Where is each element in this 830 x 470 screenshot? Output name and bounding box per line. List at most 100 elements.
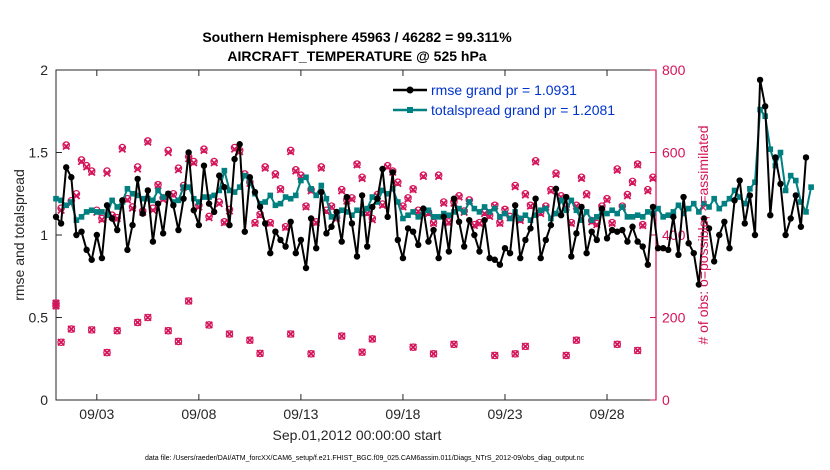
obs-possible-marker	[118, 143, 127, 152]
totalspread-point	[160, 194, 166, 200]
rmse-point	[73, 231, 80, 239]
y2-tick-label: 600	[662, 145, 686, 161]
obs-assimilated-marker	[123, 196, 132, 204]
obs-possible-marker	[302, 202, 310, 210]
obs-assimilated-marker	[368, 335, 377, 343]
rmse-point	[216, 172, 223, 179]
totalspread-point	[747, 186, 753, 192]
obs-assimilated-marker	[144, 313, 152, 322]
obs-possible-marker	[628, 177, 637, 186]
obs-assimilated-marker	[608, 219, 616, 228]
y-axis-left-label: rmse and totalspread	[11, 169, 27, 301]
totalspread-point	[665, 212, 672, 218]
totalspread-point	[180, 184, 187, 190]
obs-assimilated-marker	[286, 330, 295, 338]
totalspread-point	[675, 202, 682, 209]
totalspread-point	[267, 192, 274, 199]
obs-assimilated-marker	[577, 174, 586, 183]
totalspread-point	[185, 184, 192, 190]
obs-possible-marker	[358, 173, 366, 182]
obs-possible-marker	[577, 173, 586, 182]
totalspread-point	[594, 214, 600, 220]
obs-assimilated-marker	[205, 321, 213, 329]
obs-assimilated-marker	[184, 297, 193, 305]
rmse-point	[598, 205, 606, 212]
totalspread-point	[721, 200, 728, 207]
rmse-point	[369, 203, 376, 211]
obs-possible-marker	[205, 212, 213, 221]
rmse-point	[557, 212, 565, 219]
totalspread-point	[287, 195, 294, 202]
rmse-point	[231, 155, 238, 163]
rmse-point	[93, 231, 101, 239]
x-axis-label: Sep.01,2012 00:00:00 start	[273, 427, 442, 443]
totalspread-point	[701, 200, 707, 207]
rmse-point	[491, 256, 498, 263]
rmse-point	[670, 213, 677, 221]
obs-possible-marker	[205, 321, 213, 329]
y2-tick-label: 400	[662, 227, 686, 243]
obs-assimilated-marker	[490, 351, 499, 360]
totalspread-point	[124, 186, 131, 192]
rmse-point	[394, 236, 402, 244]
obs-assimilated-marker	[633, 161, 642, 169]
obs-assimilated-marker	[230, 145, 239, 154]
obs-assimilated-marker	[281, 223, 290, 232]
totalspread-point	[139, 195, 146, 202]
totalspread-point	[349, 212, 355, 218]
obs-possible-marker	[511, 349, 519, 358]
obs-possible-marker	[337, 332, 346, 340]
rmse-point	[552, 185, 560, 192]
obs-possible-marker	[439, 198, 448, 206]
obs-assimilated-marker	[623, 191, 632, 200]
rmse-point	[435, 254, 442, 262]
totalspread-point	[354, 207, 360, 214]
obs-possible-marker	[307, 349, 315, 358]
obs-assimilated-marker	[317, 164, 326, 173]
totalspread-point	[573, 207, 580, 214]
totalspread-point	[777, 149, 784, 156]
rmse-point	[348, 220, 356, 227]
obs-possible-marker	[608, 218, 616, 227]
totalspread-point	[690, 200, 697, 207]
totalspread-point	[211, 192, 217, 199]
rmse-point	[267, 249, 274, 257]
totalspread-point	[696, 209, 702, 215]
totalspread-point	[236, 184, 243, 190]
obs-assimilated-marker	[337, 187, 346, 195]
rmse-point	[139, 210, 146, 217]
totalspread-point	[736, 194, 743, 200]
obs-assimilated-marker	[266, 219, 275, 228]
rmse-point	[358, 192, 366, 199]
rmse-point	[450, 195, 458, 202]
rmse-point	[226, 221, 233, 229]
totalspread-point	[410, 209, 416, 215]
obs-assimilated-marker	[511, 349, 520, 358]
totalspread-point	[282, 194, 289, 200]
totalspread-point	[241, 172, 248, 179]
obs-assimilated-marker	[409, 185, 417, 194]
rmse-point	[134, 175, 141, 183]
rmse-point	[460, 243, 468, 250]
obs-possible-marker	[87, 167, 96, 175]
rmse-point	[705, 225, 713, 232]
totalspread-point	[129, 190, 136, 197]
rmse-point	[170, 202, 177, 209]
rmse-point	[251, 188, 259, 196]
totalspread-point	[400, 215, 406, 222]
rmse-point	[149, 238, 157, 245]
totalspread-point	[634, 212, 641, 218]
y-tick-label: 2	[40, 62, 48, 78]
obs-assimilated-marker	[394, 179, 402, 188]
totalspread-point	[497, 214, 503, 220]
rmse-point	[792, 192, 799, 199]
obs-possible-marker	[633, 346, 642, 355]
obs-assimilated-marker	[87, 168, 96, 177]
obs-possible-marker	[638, 220, 647, 229]
obs-possible-marker	[582, 189, 591, 198]
totalspread-point	[83, 209, 90, 215]
totalspread-point	[537, 207, 544, 214]
totalspread-point	[257, 200, 263, 207]
x-tick-label: 09/28	[589, 406, 624, 422]
rmse-point	[83, 246, 90, 254]
